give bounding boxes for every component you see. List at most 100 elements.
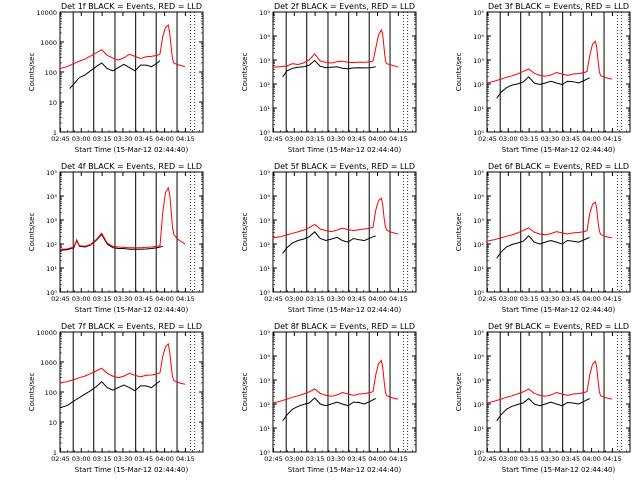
x-tick-label: 04:00: [582, 455, 601, 463]
y-tick-label: 10⁵: [473, 9, 484, 17]
series-line-lld: [486, 201, 613, 242]
y-tick-label: 10¹: [46, 265, 57, 273]
x-tick-label: 03:45: [347, 295, 366, 303]
plot-frame: [272, 11, 417, 133]
x-tick-label: 03:30: [541, 135, 560, 143]
plot-frame: [272, 331, 417, 453]
x-tick-label: 03:30: [114, 135, 133, 143]
x-tick-label: 04:15: [389, 135, 408, 143]
series-line-events: [282, 231, 376, 254]
x-axis-label: Start Time (15-Mar-12 02:44:40): [75, 306, 189, 314]
y-axis-label: Counts/sec: [455, 373, 463, 412]
y-tick-label: 10⁰: [259, 289, 270, 297]
x-axis-label: Start Time (15-Mar-12 02:44:40): [75, 146, 189, 154]
x-tick-label: 03:45: [134, 455, 153, 463]
x-tick-label: 03:45: [347, 455, 366, 463]
x-tick-label: 04:00: [155, 295, 174, 303]
y-tick-label: 10¹: [259, 105, 270, 113]
y-axis-label: Counts/sec: [28, 213, 36, 252]
y-tick-label: 10⁰: [473, 129, 484, 137]
x-tick-label: 04:00: [155, 135, 174, 143]
y-tick-label: 10³: [46, 217, 57, 225]
x-tick-label: 03:30: [327, 295, 346, 303]
y-axis-label: Counts/sec: [241, 213, 249, 252]
y-tick-label: 10⁴: [46, 193, 57, 201]
y-tick-label: 10000: [36, 9, 57, 17]
y-tick-label: 10²: [259, 241, 270, 249]
y-tick-label: 10⁴: [473, 353, 484, 361]
y-tick-label: 10³: [473, 57, 484, 65]
x-tick-label: 03:15: [306, 455, 325, 463]
x-axis-label: Start Time (15-Mar-12 02:44:40): [502, 306, 616, 314]
y-tick-label: 1: [53, 449, 57, 457]
x-tick-label: 04:15: [603, 455, 622, 463]
x-axis-label: Start Time (15-Mar-12 02:44:40): [288, 466, 402, 474]
y-tick-label: 10¹: [473, 105, 484, 113]
x-tick-label: 03:00: [72, 455, 91, 463]
y-tick-label: 10⁰: [473, 449, 484, 457]
series-line-events: [496, 76, 590, 99]
y-tick-label: 10²: [259, 81, 270, 89]
series-line-lld: [272, 197, 399, 239]
y-tick-label: 10⁴: [259, 33, 270, 41]
x-tick-label: 03:00: [499, 455, 518, 463]
x-tick-label: 03:15: [93, 295, 112, 303]
plot-frame: [486, 11, 631, 133]
x-tick-label: 02:45: [478, 295, 497, 303]
x-tick-label: 03:30: [327, 455, 346, 463]
series-line-lld: [59, 342, 186, 385]
x-tick-label: 03:30: [114, 455, 133, 463]
x-tick-label: 04:00: [368, 295, 387, 303]
x-tick-label: 03:15: [520, 295, 539, 303]
y-tick-label: 1: [53, 129, 57, 137]
y-tick-label: 10⁴: [473, 193, 484, 201]
series-line-lld: [486, 360, 613, 404]
y-axis-label: Counts/sec: [241, 53, 249, 92]
x-tick-label: 03:45: [561, 295, 580, 303]
x-tick-label: 03:15: [520, 455, 539, 463]
plot-frame: [486, 171, 631, 293]
y-axis-label: Counts/sec: [28, 53, 36, 92]
y-axis-label: Counts/sec: [455, 213, 463, 252]
y-axis-label: Counts/sec: [455, 53, 463, 92]
y-tick-label: 10¹: [473, 265, 484, 273]
x-tick-label: 03:45: [347, 135, 366, 143]
series-line-lld: [486, 40, 613, 84]
x-tick-label: 02:45: [264, 135, 283, 143]
x-tick-label: 02:45: [264, 295, 283, 303]
chart-panel-det5: Det 5f BLACK = Events, RED = LLD Counts/s…: [241, 162, 417, 314]
y-tick-label: 10⁵: [473, 329, 484, 337]
x-tick-label: 03:00: [499, 135, 518, 143]
chart-panel-det2: Det 2f BLACK = Events, RED = LLD Counts/s…: [241, 2, 417, 154]
x-tick-label: 02:45: [478, 135, 497, 143]
chart-panel-det1: Det 1f BLACK = Events, RED = LLD Counts/s…: [28, 2, 204, 154]
y-tick-label: 10000: [36, 329, 57, 337]
x-tick-label: 02:45: [264, 455, 283, 463]
chart-panel-det6: Det 6f BLACK = Events, RED = LLD Counts/s…: [455, 162, 631, 314]
x-axis-label: Start Time (15-Mar-12 02:44:40): [502, 466, 616, 474]
x-tick-label: 03:45: [561, 135, 580, 143]
x-tick-label: 04:15: [603, 295, 622, 303]
x-tick-label: 04:00: [368, 135, 387, 143]
y-tick-label: 10²: [259, 401, 270, 409]
y-tick-label: 10⁵: [259, 169, 270, 177]
y-tick-label: 10³: [259, 377, 270, 385]
x-tick-label: 04:00: [155, 455, 174, 463]
x-tick-label: 03:15: [93, 455, 112, 463]
series-line-events: [282, 397, 376, 422]
series-line-events: [282, 59, 376, 78]
series-line-events: [59, 380, 161, 409]
x-tick-label: 04:00: [582, 135, 601, 143]
panel-title: Det 4f BLACK = Events, RED = LLD: [61, 162, 202, 171]
series-line-events: [496, 235, 590, 259]
panel-title: Det 2f BLACK = Events, RED = LLD: [274, 2, 415, 11]
x-tick-label: 03:30: [541, 295, 560, 303]
y-tick-label: 10⁴: [473, 33, 484, 41]
x-axis-label: Start Time (15-Mar-12 02:44:40): [288, 146, 402, 154]
x-tick-label: 03:00: [285, 455, 304, 463]
panel-title: Det 6f BLACK = Events, RED = LLD: [488, 162, 629, 171]
x-tick-label: 04:15: [389, 295, 408, 303]
y-tick-label: 10³: [259, 57, 270, 65]
